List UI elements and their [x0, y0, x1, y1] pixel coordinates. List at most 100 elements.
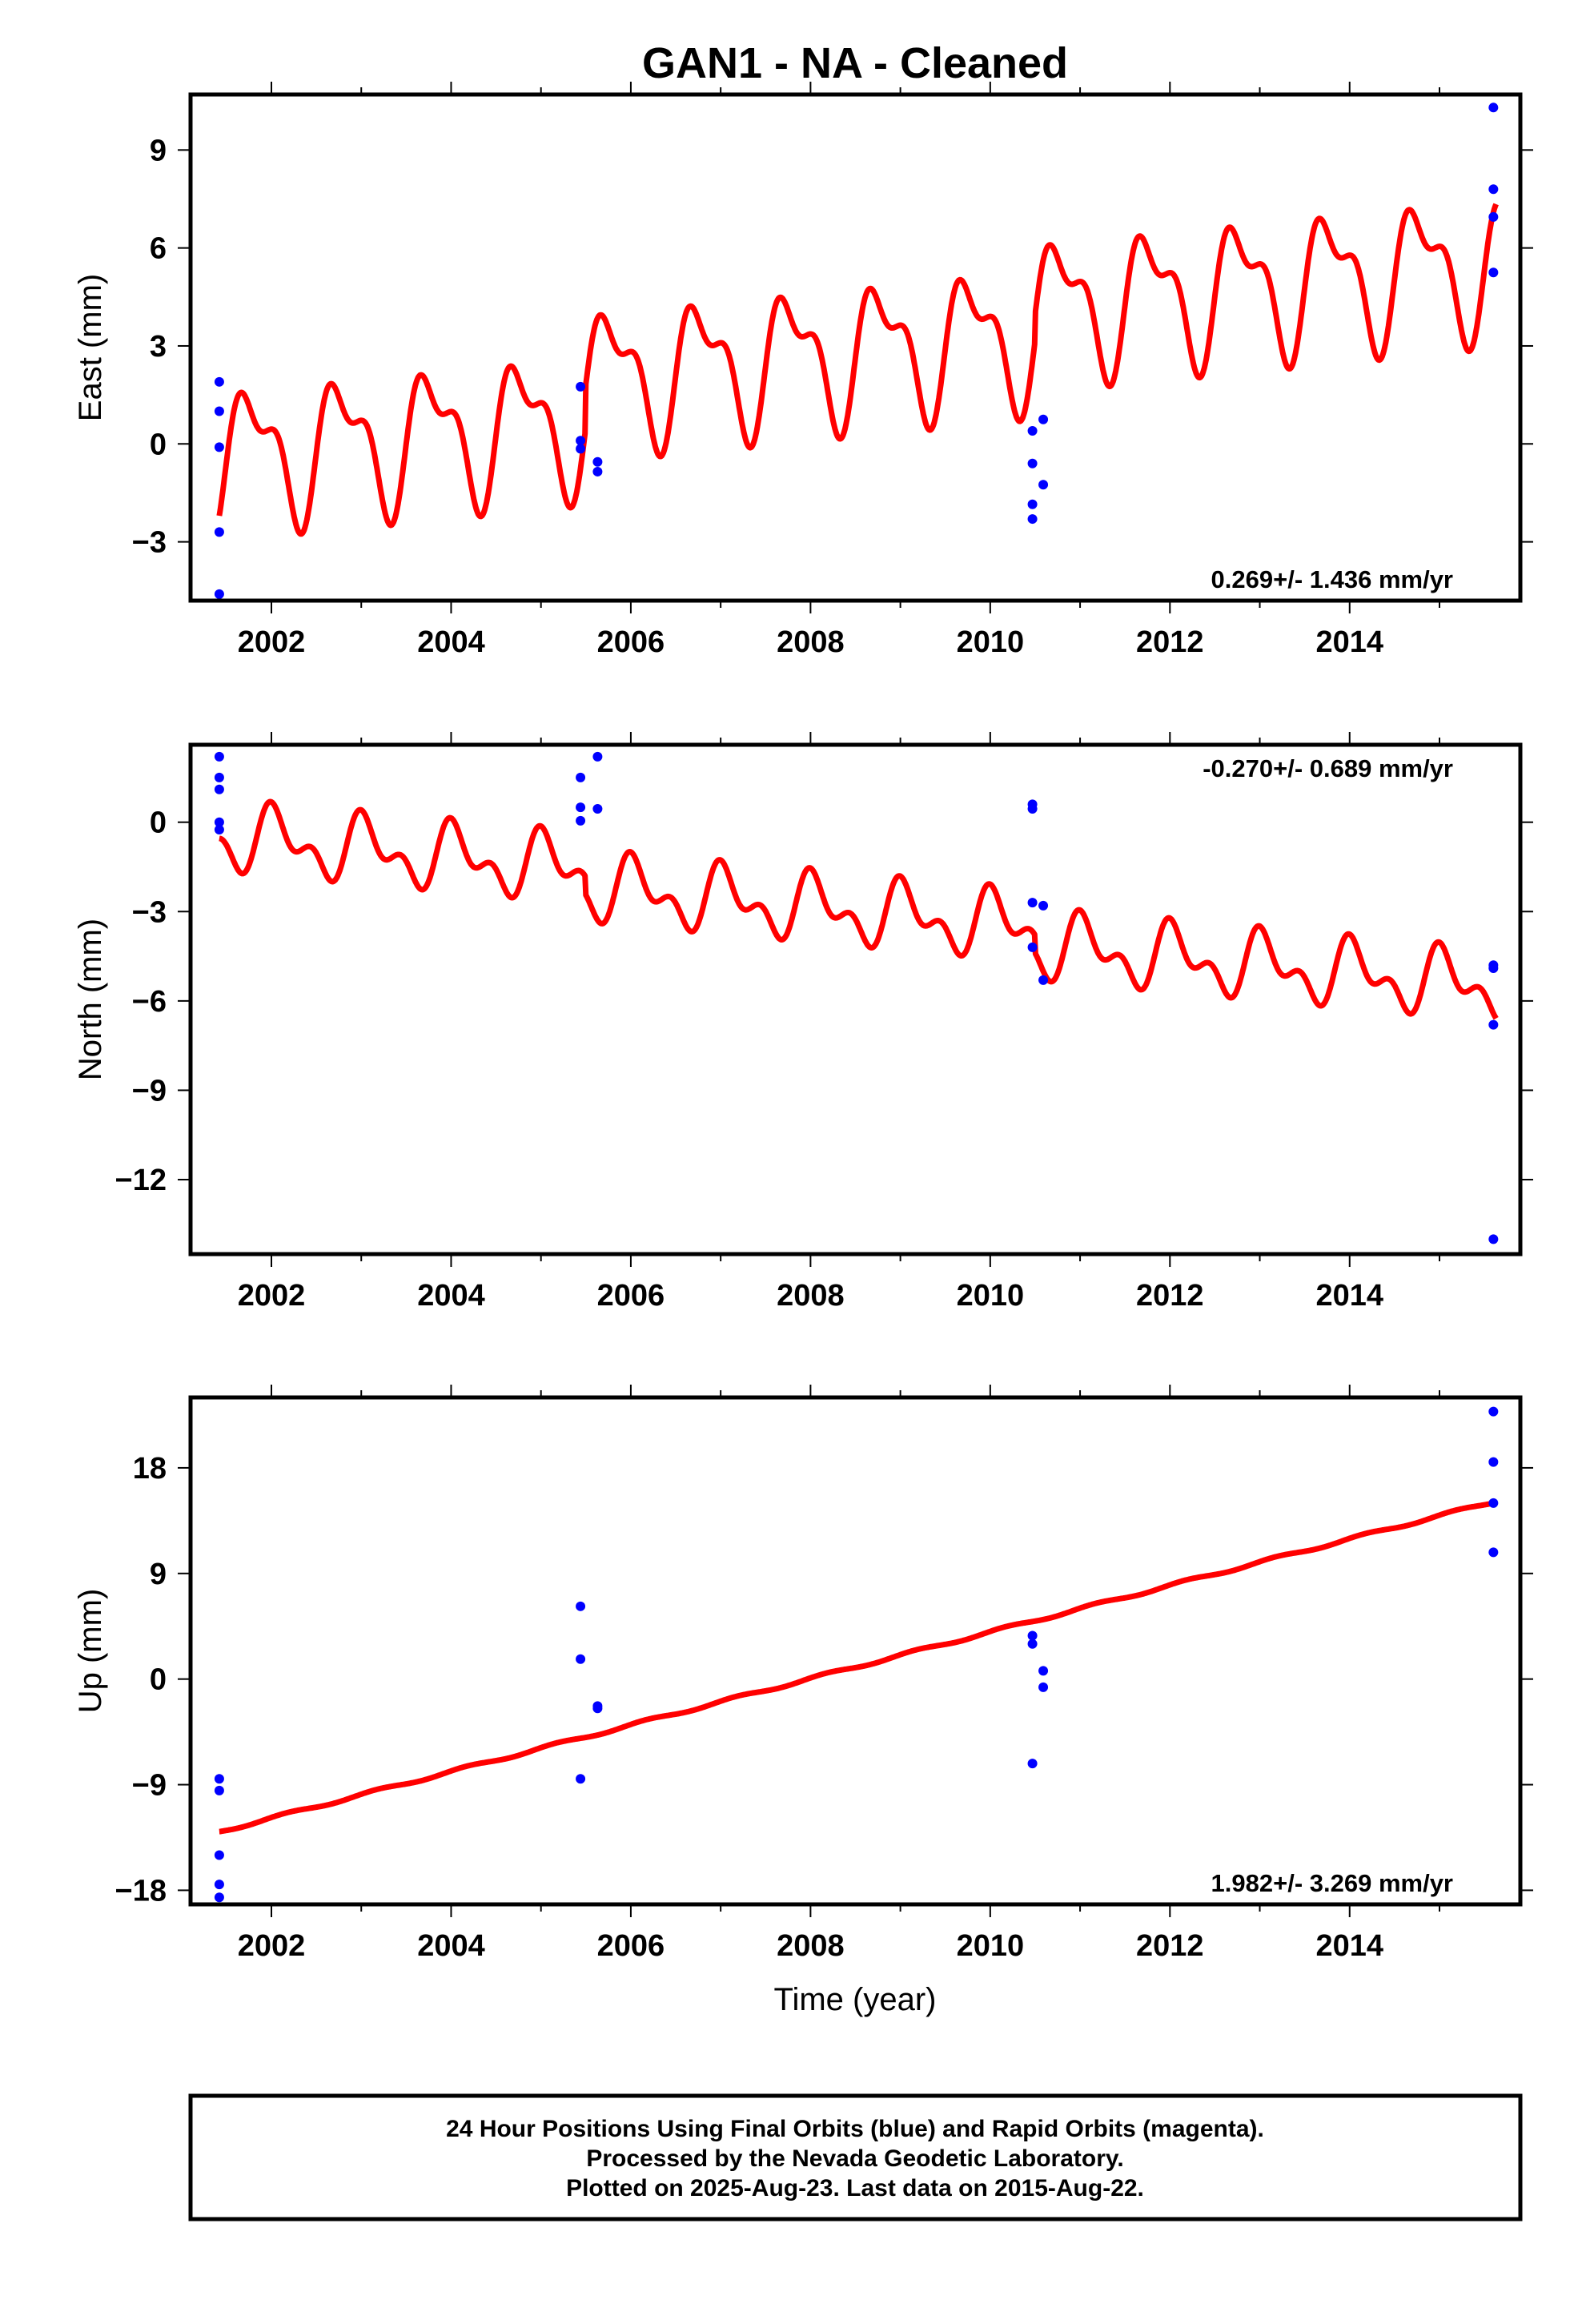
plot-frame [188, 1395, 1523, 1907]
x-tick-label: 2002 [238, 625, 306, 659]
y-tick-label: 9 [150, 134, 167, 167]
rate-annotation: -0.270+/- 0.689 mm/yr [1203, 754, 1453, 782]
data-point [214, 1774, 224, 1784]
x-tick-label: 2006 [597, 1279, 665, 1313]
model-fit-line [217, 798, 1499, 1020]
x-tick-label: 2004 [417, 625, 485, 659]
y-tick-label: −6 [132, 985, 167, 1019]
up-panel: 2002 2004 2006 2008 2010 2012 2014 −18 −9 0 9 18 Up … [73, 1385, 1533, 1963]
y-axis-label: Up (mm) [73, 1589, 108, 1714]
x-tick-label: 2010 [957, 625, 1025, 659]
plot-frame [188, 742, 1523, 1256]
data-point [214, 751, 224, 762]
y-tick-label: −9 [132, 1074, 167, 1108]
footer-border [188, 2093, 1523, 2221]
data-point [1038, 1682, 1049, 1692]
data-point [592, 466, 603, 476]
footer-line-3: Plotted on 2025-Aug-23. Last data on 201… [566, 2175, 1144, 2201]
y-tick-label: 0 [150, 1663, 167, 1697]
y-tick-label: 18 [133, 1452, 167, 1486]
x-tick-label: 2008 [777, 1929, 845, 1963]
data-point [592, 751, 603, 762]
data-point [1027, 499, 1038, 509]
data-point [1038, 414, 1049, 424]
data-point [214, 406, 224, 416]
data-point [1488, 1406, 1499, 1417]
data-point [576, 444, 586, 454]
rate-annotation: 0.269+/- 1.436 mm/yr [1211, 565, 1453, 593]
data-point [576, 802, 586, 813]
data-point [592, 456, 603, 467]
x-tick-label: 2010 [957, 1279, 1025, 1313]
data-point [592, 1703, 603, 1714]
x-tick-label: 2002 [238, 1929, 306, 1963]
data-point [1488, 184, 1499, 195]
footer-line-2: Processed by the Nevada Geodetic Laborat… [586, 2145, 1123, 2172]
y-tick-label: −18 [115, 1874, 167, 1908]
data-point [1038, 480, 1049, 490]
x-tick-label: 2006 [597, 625, 665, 659]
data-point [576, 381, 586, 392]
data-point [1488, 1498, 1499, 1508]
east-panel: 2002 2004 2006 2008 2010 2012 2014 −3 0 3 6 9 East (… [73, 82, 1533, 659]
data-point [1488, 1457, 1499, 1467]
data-point [214, 817, 224, 827]
data-point [576, 436, 586, 446]
x-tick-label: 2012 [1136, 625, 1204, 659]
model-fit-line [217, 1499, 1499, 1835]
x-tick-label: 2008 [777, 625, 845, 659]
y-tick-label: 6 [150, 232, 167, 266]
x-tick-label: 2010 [957, 1929, 1025, 1963]
y-tick-label: −9 [132, 1769, 167, 1803]
data-point [214, 527, 224, 537]
data-point [592, 803, 603, 814]
data-point [214, 772, 224, 782]
data-point [214, 784, 224, 794]
data-point [1488, 1234, 1499, 1244]
data-point [1038, 975, 1049, 985]
data-point [1027, 458, 1038, 468]
x-tick-label: 2006 [597, 1929, 665, 1963]
footer-box: 24 Hour Positions Using Final Orbits (bl… [188, 2093, 1523, 2221]
data-point [1027, 425, 1038, 436]
data-point [1488, 963, 1499, 973]
data-point [214, 1892, 224, 1903]
data-point [214, 442, 224, 452]
data-point [576, 1654, 586, 1664]
x-tick-label: 2008 [777, 1279, 845, 1313]
data-point [1027, 1638, 1038, 1649]
x-tick-label: 2014 [1315, 1929, 1383, 1963]
data-point [1038, 1666, 1049, 1676]
data-point [1038, 900, 1049, 911]
data-point [1027, 898, 1038, 908]
data-point [1488, 267, 1499, 278]
data-point [1027, 1630, 1038, 1641]
data-point [214, 589, 224, 599]
x-tick-label: 2012 [1136, 1929, 1204, 1963]
plot-frame [188, 92, 1523, 603]
x-tick-label: 2004 [417, 1279, 485, 1313]
north-panel: 2002 2004 2006 2008 2010 2012 2014 −12 −9 −6 −3 0 No… [73, 732, 1533, 1313]
chart-title: GAN1 - NA - Cleaned [642, 39, 1068, 87]
data-point [214, 825, 224, 834]
model-fit-line [216, 203, 1499, 537]
y-tick-label: 9 [150, 1558, 167, 1591]
y-tick-label: 0 [150, 428, 167, 461]
data-point [1488, 1019, 1499, 1030]
data-point [1027, 1759, 1038, 1769]
x-tick-label: 2014 [1315, 1279, 1383, 1313]
y-tick-label: −12 [115, 1164, 167, 1197]
data-point [214, 1880, 224, 1890]
data-point [1488, 1547, 1499, 1558]
x-tick-label: 2002 [238, 1279, 306, 1313]
data-point [214, 1785, 224, 1795]
data-point [1027, 803, 1038, 814]
data-point [576, 1601, 586, 1611]
rate-annotation: 1.982+/- 3.269 mm/yr [1211, 1869, 1453, 1897]
data-point [576, 772, 586, 782]
data-point [576, 1774, 586, 1784]
y-axis-label: North (mm) [73, 919, 108, 1080]
data-point [214, 1850, 224, 1860]
